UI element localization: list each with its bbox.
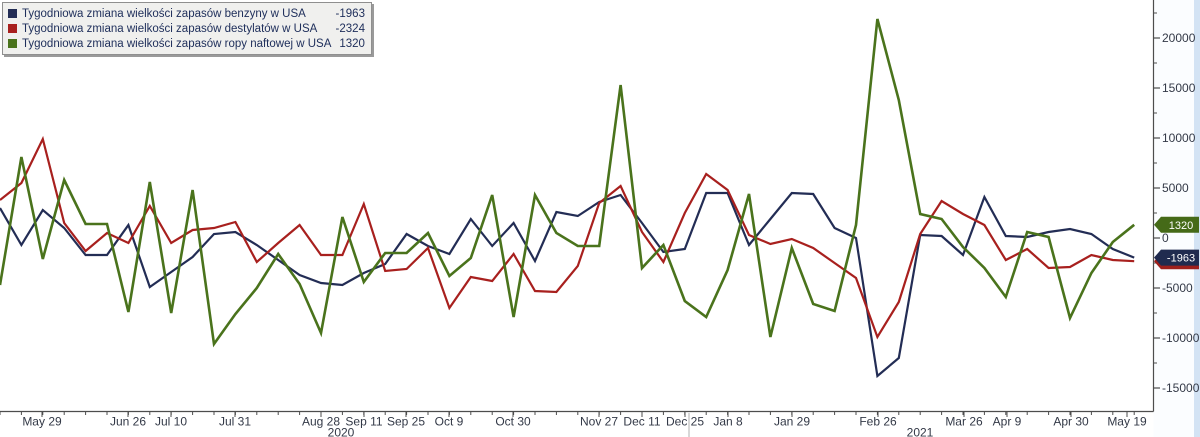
x-axis-tick-label: Feb 26 — [859, 415, 897, 429]
x-axis-tick-label: Jul 31 — [219, 415, 251, 429]
last-value-badge — [1154, 216, 1199, 233]
x-axis-tick-label: Sep 11 — [345, 415, 382, 429]
legend-item-ropa[interactable]: Tygodniowa zmiana wielkości zapasów ropy… — [8, 36, 365, 51]
x-axis-tick-label: May 19 — [1107, 415, 1147, 429]
legend-value: -2324 — [335, 22, 365, 35]
legend-swatch-green — [8, 39, 17, 48]
legend-swatch-navy — [8, 9, 17, 18]
x-axis-tick-label: Dec 25 — [666, 415, 704, 429]
legend-label: Tygodniowa zmiana wielkości zapasów ropy… — [22, 37, 332, 50]
legend-label: Tygodniowa zmiana wielkości zapasów dest… — [22, 22, 318, 35]
last-value-badge — [1154, 249, 1199, 266]
x-axis-tick-label: Apr 9 — [993, 415, 1022, 429]
y-axis-tick-label: 5000 — [1162, 181, 1189, 195]
x-axis-tick-label: Mar 26 — [945, 415, 983, 429]
legend-swatch-red — [8, 24, 17, 33]
y-axis-tick-label: -5000 — [1162, 281, 1193, 295]
legend-value: -1963 — [335, 7, 365, 20]
x-axis-tick-label: Jan 29 — [774, 415, 810, 429]
series-line-destylaty[interactable] — [0, 135, 1135, 340]
y-axis-tick-label: 10000 — [1162, 131, 1196, 145]
y-axis-tick-label: 15000 — [1162, 81, 1196, 95]
y-axis-tick-label: -10000 — [1162, 331, 1200, 345]
x-axis-tick-label: Jan 8 — [713, 415, 743, 429]
series-line-benzyna[interactable] — [0, 191, 1135, 379]
x-axis-tick-label: May 29 — [22, 415, 62, 429]
plot-area[interactable] — [0, 0, 1154, 412]
x-axis-year-label: 2021 — [907, 426, 934, 437]
x-axis-tick-label: Dec 11 — [623, 415, 660, 429]
x-axis-tick-label: Oct 30 — [495, 415, 531, 429]
x-axis-tick-label: Aug 28 — [302, 415, 340, 429]
legend-item-benzyna[interactable]: Tygodniowa zmiana wielkości zapasów benz… — [8, 6, 365, 21]
last-value-badge-label: -1963 — [1167, 253, 1195, 265]
x-axis-tick-label: Oct 9 — [435, 415, 464, 429]
legend: Tygodniowa zmiana wielkości zapasów benz… — [2, 2, 372, 55]
series-line-ropa[interactable] — [0, 18, 1136, 348]
y-axis-tick-label: -15000 — [1162, 381, 1200, 395]
legend-label: Tygodniowa zmiana wielkości zapasów benz… — [22, 7, 306, 20]
x-axis-tick-label: Nov 27 — [580, 415, 618, 429]
legend-value: 1320 — [339, 37, 365, 50]
x-axis-tick-label: Jun 26 — [110, 415, 146, 429]
x-axis-tick-label: Jul 10 — [155, 415, 187, 429]
x-axis-tick-label: Sep 25 — [387, 415, 425, 429]
legend-item-destylaty[interactable]: Tygodniowa zmiana wielkości zapasów dest… — [8, 21, 365, 36]
x-axis-year-label: 2020 — [328, 426, 355, 437]
last-value-badge-label: 1320 — [1169, 220, 1193, 232]
y-axis-tick-label: 0 — [1162, 231, 1169, 245]
x-axis-tick-label: Apr 30 — [1053, 415, 1089, 429]
y-axis-tick-label: 20000 — [1162, 31, 1196, 45]
